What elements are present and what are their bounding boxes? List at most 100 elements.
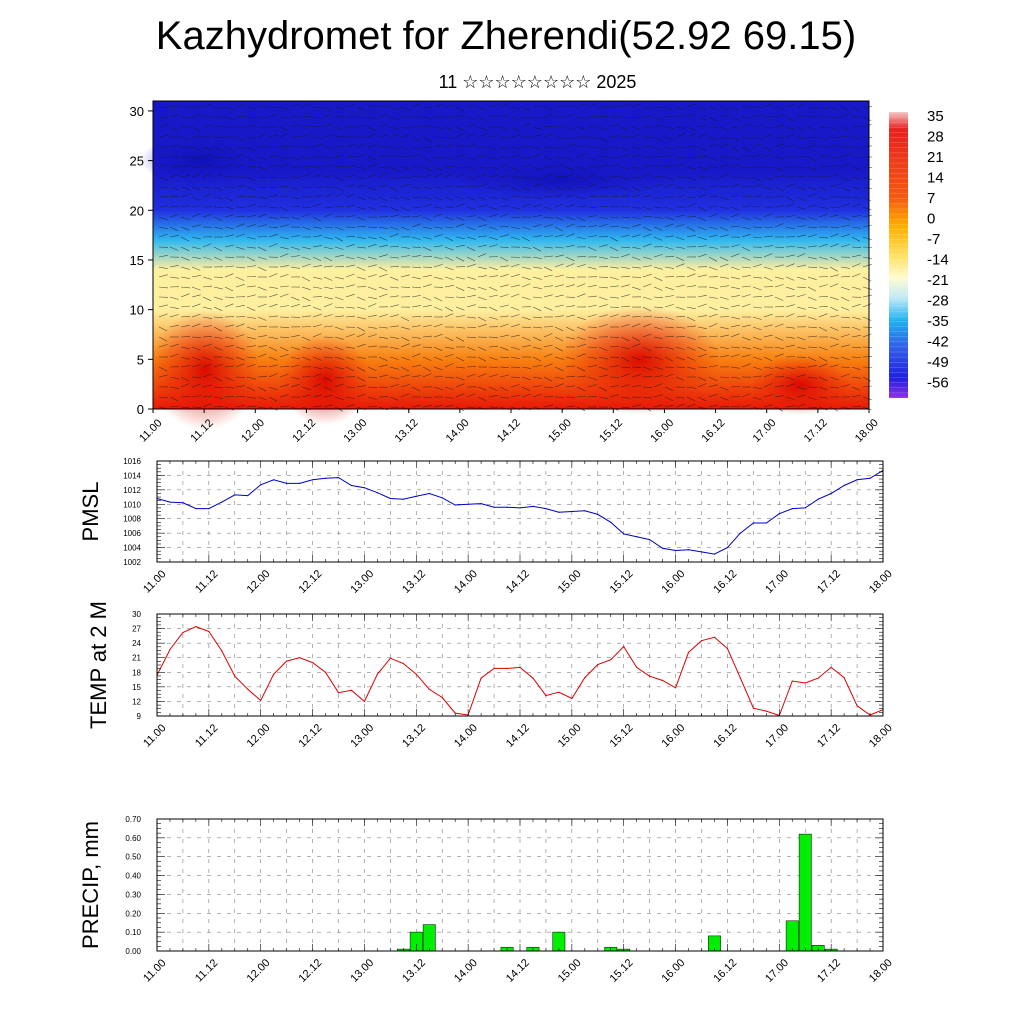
wind-barb xyxy=(466,294,476,298)
wind-barb xyxy=(191,313,201,318)
wind-barb xyxy=(807,306,817,309)
wind-barb xyxy=(576,226,587,228)
wind-barb xyxy=(499,346,509,351)
wind-barb xyxy=(620,294,630,298)
wind-barb xyxy=(466,304,476,308)
wind-barb xyxy=(455,336,465,342)
y-tick-label: 0.00 xyxy=(125,947,141,956)
wind-barb xyxy=(565,336,575,340)
data-point xyxy=(428,492,430,495)
wind-barb xyxy=(631,256,641,261)
wind-barb xyxy=(532,134,542,138)
wind-barb xyxy=(576,293,586,298)
wind-barb xyxy=(576,126,586,130)
wind-barb xyxy=(246,294,256,298)
wind-barb xyxy=(587,284,597,288)
wind-barb xyxy=(697,216,707,222)
wind-barb xyxy=(741,123,751,128)
wind-barb xyxy=(664,216,674,220)
wind-barb xyxy=(433,136,444,138)
wind-barb xyxy=(356,326,366,332)
data-point xyxy=(700,551,703,553)
wind-barb xyxy=(433,156,443,159)
wind-barb xyxy=(543,294,553,298)
wind-barb xyxy=(840,135,850,138)
wind-barb xyxy=(664,183,674,188)
wind-barb xyxy=(653,136,663,142)
wind-barb xyxy=(268,243,278,248)
wind-barb xyxy=(543,133,553,138)
wind-barb xyxy=(774,336,784,341)
wind-barb xyxy=(851,346,862,349)
data-point xyxy=(739,532,742,534)
wind-barb xyxy=(598,256,608,260)
wind-barb xyxy=(367,396,377,400)
y-tick-label: 0.40 xyxy=(125,872,141,881)
wind-barb xyxy=(697,294,707,298)
wind-barb xyxy=(235,276,245,281)
wind-barb xyxy=(323,404,333,408)
wind-barb xyxy=(675,256,685,261)
data-point xyxy=(791,508,793,510)
wind-barb xyxy=(202,276,212,280)
wind-barb xyxy=(708,106,718,110)
wind-barb xyxy=(389,196,399,200)
wind-barb xyxy=(290,346,300,350)
wind-barb xyxy=(389,245,400,248)
wind-barb xyxy=(620,176,630,180)
wind-barb xyxy=(224,324,234,328)
wind-barb xyxy=(378,356,388,361)
y-tick-label: 0.20 xyxy=(125,909,141,918)
wind-barb xyxy=(268,155,278,158)
y-axis-title: PRECIP, mm xyxy=(78,821,103,949)
wind-barb xyxy=(829,356,839,360)
wind-barb xyxy=(488,366,499,368)
wind-barb xyxy=(466,196,476,201)
wind-barb xyxy=(356,333,366,338)
wind-barb xyxy=(323,156,333,159)
wind-barb xyxy=(224,106,234,110)
wind-barb xyxy=(653,226,663,231)
wind-barb xyxy=(389,346,399,350)
wind-barb xyxy=(180,376,190,382)
wind-barb xyxy=(818,256,828,260)
wind-barb xyxy=(719,316,730,318)
wind-barb xyxy=(818,313,828,318)
wind-barb xyxy=(345,204,355,208)
wind-barb xyxy=(158,313,168,318)
wind-barb xyxy=(631,246,641,250)
wind-barb xyxy=(367,116,377,120)
wind-barb xyxy=(389,233,399,238)
data-point xyxy=(195,508,197,510)
data-point xyxy=(752,707,755,709)
wind-barb xyxy=(807,276,817,280)
wind-barb xyxy=(543,173,553,178)
wind-barb xyxy=(719,355,729,358)
data-point xyxy=(221,650,223,652)
wind-barb xyxy=(334,186,344,192)
wind-barb xyxy=(543,106,553,111)
wind-barb xyxy=(587,196,598,198)
wind-barb xyxy=(752,136,762,140)
wind-barb xyxy=(587,376,597,381)
wind-barb xyxy=(829,243,839,248)
wind-barb xyxy=(169,376,179,380)
wind-barb xyxy=(543,195,553,198)
wind-barb xyxy=(455,154,465,158)
wind-barb xyxy=(334,115,344,118)
wind-barb xyxy=(323,336,334,338)
wind-barb xyxy=(345,306,355,309)
data-point xyxy=(286,482,288,484)
wind-barb xyxy=(488,126,499,128)
wind-barb xyxy=(191,286,201,291)
wind-barb xyxy=(587,136,597,139)
wind-barb xyxy=(191,236,201,240)
wind-barb xyxy=(257,375,268,378)
wind-barb xyxy=(488,166,498,169)
wind-barb xyxy=(323,113,333,118)
wind-barb xyxy=(169,276,179,279)
wind-barb xyxy=(675,156,685,159)
wind-barb xyxy=(763,153,773,158)
data-point xyxy=(299,482,301,484)
wind-barb xyxy=(631,323,641,328)
